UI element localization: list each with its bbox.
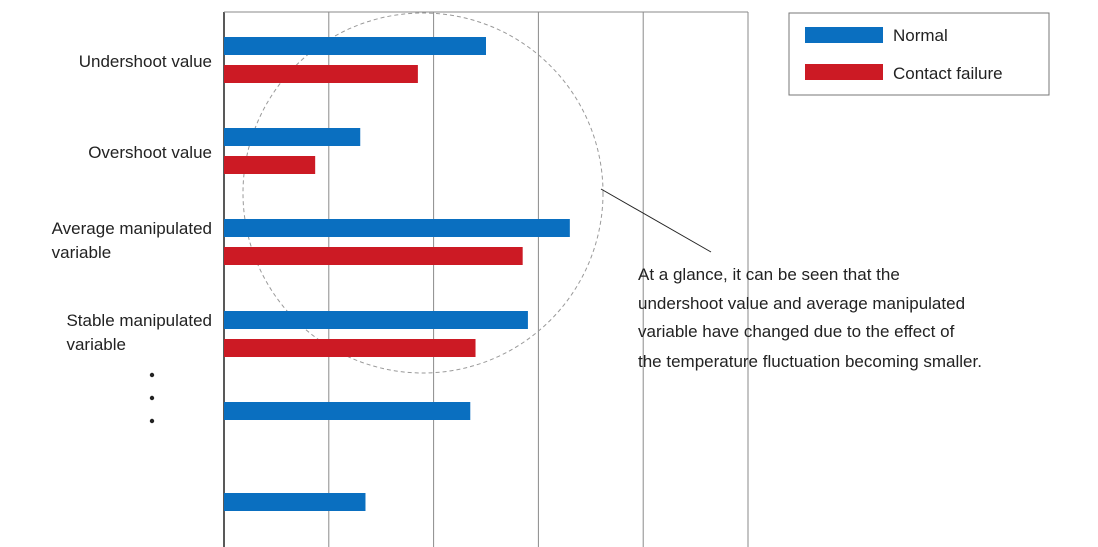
highlight-layer [242,12,712,374]
category-label: Average manipulated variable [52,219,212,262]
bar-normal [224,311,528,329]
bar-normal [224,402,471,420]
legend-label-contact-failure: Contact failure [893,64,1003,83]
legend-swatch-contact-failure [805,64,883,80]
bar-normal [224,128,361,146]
annotation-line: the temperature fluctuation becoming sma… [638,352,982,371]
bar-contact-failure [224,156,316,174]
annotation-text: At a glance, it can be seen that the und… [638,265,982,371]
legend-box [788,12,1050,96]
annotation-line: variable have changed due to the effect … [638,322,955,341]
bar-normal [224,37,486,55]
bar-normal [224,493,366,511]
category-label: Undershoot value [79,52,212,71]
grid-layer [223,11,749,547]
annotation-line: At a glance, it can be seen that the [638,265,900,284]
highlight-circle [242,12,604,374]
bar-normal [224,219,570,237]
annotation-leader-line [600,188,712,253]
category-label: Stable manipulated variable [66,311,212,354]
ellipsis-dots [149,372,155,424]
bar-contact-failure [224,247,523,265]
annotation-line: undershoot value and average manipulated [638,294,965,313]
ellipsis-dot [149,418,155,424]
ellipsis-dot [149,395,155,401]
legend-label-normal: Normal [893,26,948,45]
bar-contact-failure [224,65,418,83]
bar-contact-failure [224,339,476,357]
category-label: Overshoot value [88,143,212,162]
legend: Normal Contact failure [788,12,1050,96]
bar-layer [224,37,570,511]
ellipsis-dot [149,372,155,378]
legend-swatch-normal [805,27,883,43]
category-label-layer: Undershoot value Overshoot value Average m… [52,52,212,354]
